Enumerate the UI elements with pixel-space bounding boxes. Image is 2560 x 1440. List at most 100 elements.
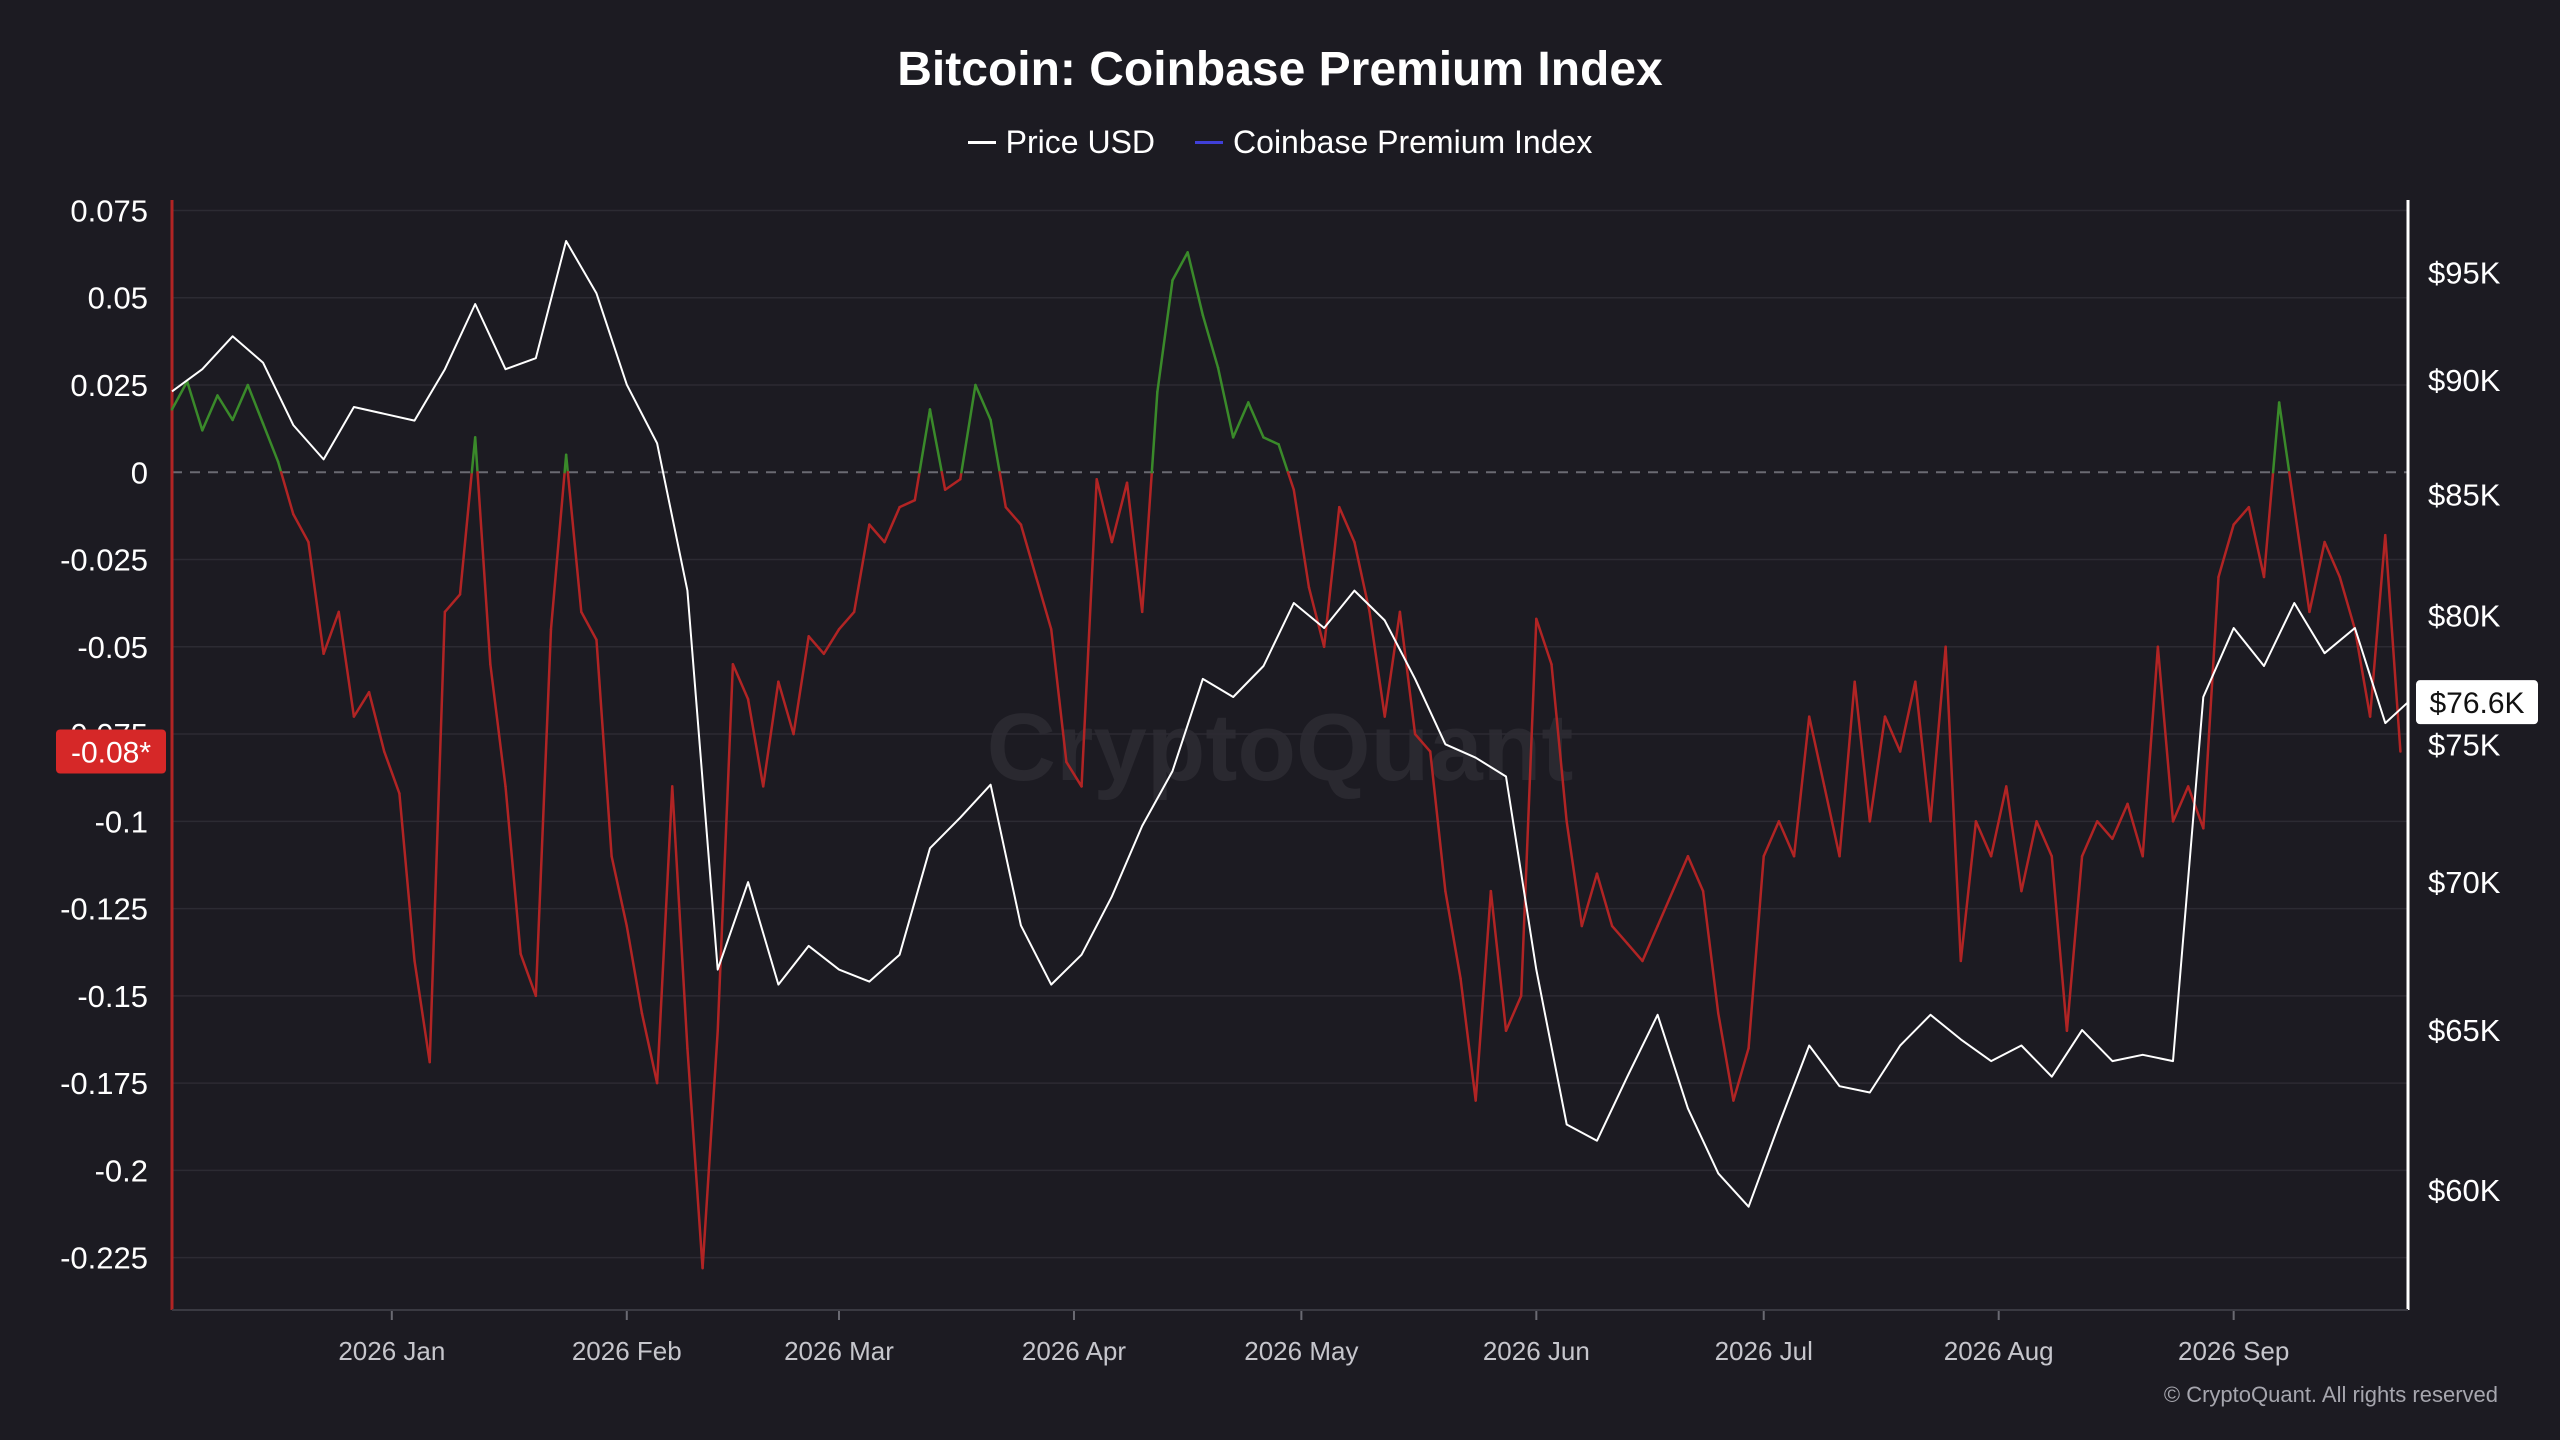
premium-index-segment [1717, 1012, 1735, 1102]
premium-index-segment [1762, 820, 1781, 858]
price-line [171, 240, 2409, 1208]
premium-index-segment [322, 610, 341, 656]
premium-index-segment [625, 924, 644, 1015]
premium-index-segment [1626, 942, 1644, 963]
current-price-badge [2416, 680, 2538, 725]
premium-index-segment [2288, 471, 2296, 509]
axes: 0.0750.050.0250-0.025-0.05-0.075-0.1-0.1… [60, 193, 2501, 1366]
premium-index-segment [398, 792, 416, 963]
premium-index-segment [1156, 279, 1174, 394]
premium-index-segment [1338, 505, 1356, 544]
premium-index-segment [1792, 715, 1811, 858]
legend-swatch-premium-index [1195, 141, 1224, 144]
right-axis-tick-label: $65K [2428, 1013, 2501, 1048]
premium-index-segment [261, 422, 280, 464]
x-axis-tick-label: 2026 May [1244, 1336, 1358, 1366]
premium-index-segment [1150, 390, 1159, 474]
left-axis-tick-label: 0.025 [70, 368, 148, 403]
left-axis-tick-label: -0.15 [77, 979, 148, 1014]
premium-index-series [170, 251, 2402, 1270]
premium-index-segment [761, 680, 780, 788]
premium-index-segment [2353, 628, 2372, 718]
premium-index-segment [1747, 854, 1765, 1050]
premium-index-segment [868, 523, 886, 544]
right-axis-tick-label: $95K [2428, 255, 2501, 290]
premium-index-segment [852, 523, 871, 614]
premium-index-segment [428, 610, 447, 1064]
premium-index-segment [807, 635, 826, 656]
premium-index-segment [913, 471, 921, 502]
premium-index-segment [898, 498, 917, 509]
current-index-badge [56, 729, 166, 774]
premium-index-segment [837, 610, 856, 631]
premium-index-segment [1286, 471, 1296, 491]
premium-index-segment [989, 418, 1001, 474]
premium-index-segment [2020, 820, 2038, 893]
premium-index-segment [2262, 471, 2275, 579]
premium-index-segment [1413, 732, 1432, 753]
premium-index-segment [686, 1046, 704, 1270]
premium-index-segment [2308, 540, 2326, 614]
premium-index-segment [1201, 313, 1220, 369]
legend-label-price: Price USD [1005, 124, 1156, 160]
premium-index-segment [279, 471, 295, 516]
premium-index-segment [549, 471, 566, 631]
premium-index-segment [792, 635, 810, 736]
right-axis-tick-label: $85K [2428, 477, 2501, 512]
premium-index-segment [2080, 820, 2099, 858]
premium-index-segment [2186, 785, 2205, 830]
premium-index-segment [246, 383, 265, 425]
left-axis-tick-label: -0.225 [60, 1241, 148, 1276]
legend-item-price[interactable]: Price USD [967, 124, 1156, 161]
premium-index-segment [2050, 854, 2069, 1033]
premium-index-segment [918, 408, 932, 474]
premium-index-segment [276, 460, 283, 474]
premium-index-segment [2368, 533, 2387, 718]
left-axis-tick-label: -0.2 [95, 1153, 148, 1188]
left-axis-tick-label: -0.175 [60, 1066, 148, 1101]
left-axis-tick-label: 0.05 [88, 281, 148, 316]
premium-index-segment [2065, 854, 2084, 1033]
left-axis-tick-label: -0.1 [95, 804, 148, 839]
premium-index-segment [1065, 760, 1083, 788]
premium-index-segment [610, 854, 629, 928]
premium-index-segment [2247, 505, 2266, 579]
premium-index-segment [1807, 715, 1826, 788]
premium-index-segment [960, 383, 977, 474]
left-axis-tick-label: -0.125 [60, 892, 148, 927]
premium-index-segment [1080, 477, 1098, 788]
premium-index-segment [473, 436, 479, 474]
x-axis-tick-label: 2026 Aug [1944, 1336, 2054, 1366]
premium-index-segment [731, 662, 750, 701]
premium-index-segment [1914, 680, 1932, 823]
premium-index-segment [640, 1012, 659, 1085]
premium-index-segment [1459, 977, 1477, 1102]
premium-index-segment [1444, 889, 1462, 980]
premium-index-segment [458, 471, 474, 596]
premium-index-segment [671, 785, 689, 1050]
premium-index-segment [201, 394, 219, 432]
legend-item-premium-index[interactable]: Coinbase Premium Index [1195, 124, 1592, 161]
left-axis-tick-label: 0.075 [70, 193, 148, 228]
premium-index-segment [170, 380, 189, 411]
premium-index-segment [413, 959, 431, 1064]
right-axis-tick-label: $75K [2428, 727, 2501, 762]
premium-index-segment [1489, 889, 1508, 1033]
premium-index-segment [1262, 436, 1280, 446]
premium-index-segment [1989, 785, 2008, 858]
x-axis-tick-label: 2026 Feb [572, 1336, 682, 1366]
premium-index-segment [974, 383, 992, 422]
premium-index-segment [1049, 628, 1068, 764]
x-axis-tick-label: 2026 Jun [1483, 1336, 1590, 1366]
premium-index-segment [1398, 610, 1417, 736]
premium-index-segment [2095, 820, 2114, 841]
premium-index-segment [1368, 610, 1386, 718]
premium-index-segment [943, 477, 962, 491]
premium-index-segment [519, 952, 538, 998]
premium-index-segment [883, 505, 901, 544]
premium-index-segment [940, 471, 947, 491]
premium-index-segment [777, 680, 795, 736]
premium-index-segment [504, 785, 522, 956]
